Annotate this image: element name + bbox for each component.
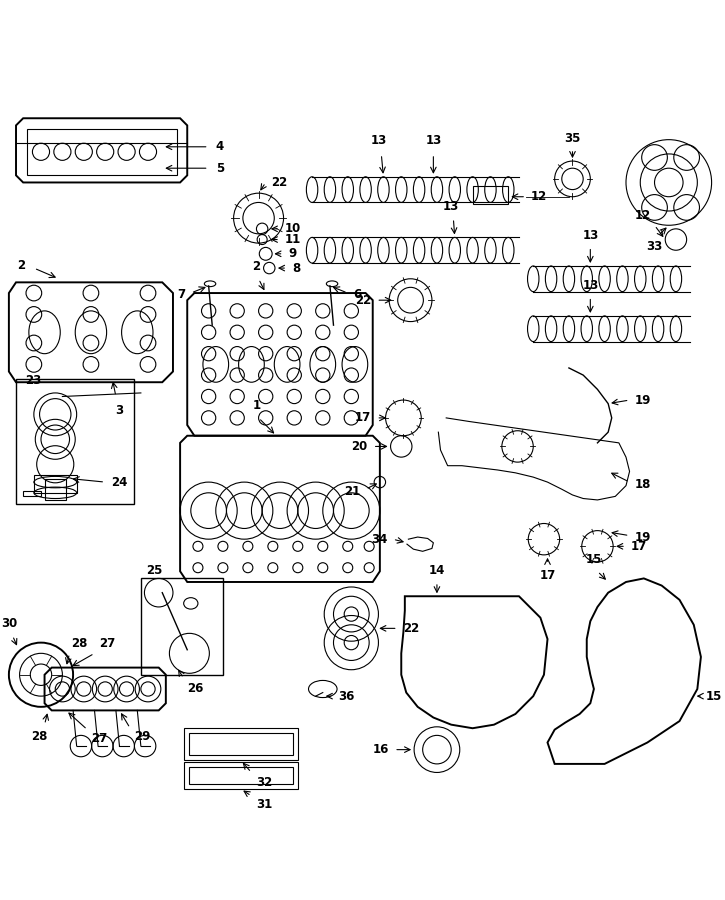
Bar — [189, 733, 293, 755]
Text: 13: 13 — [582, 229, 598, 242]
Bar — [183, 761, 298, 789]
Text: 15: 15 — [706, 689, 722, 703]
Text: 11: 11 — [285, 233, 301, 246]
Bar — [141, 579, 223, 675]
Bar — [34, 475, 77, 493]
Text: 33: 33 — [647, 239, 663, 253]
Text: 17: 17 — [539, 569, 555, 582]
Text: 17: 17 — [355, 411, 371, 425]
Text: 2: 2 — [252, 260, 260, 273]
Text: 16: 16 — [373, 743, 389, 756]
Text: 9: 9 — [289, 248, 297, 260]
Text: 23: 23 — [25, 374, 41, 387]
Text: 27: 27 — [91, 732, 107, 745]
Text: 24: 24 — [111, 475, 128, 489]
Text: 13: 13 — [426, 134, 442, 147]
Text: 7: 7 — [178, 288, 186, 301]
Text: 18: 18 — [634, 478, 651, 491]
Text: 6: 6 — [353, 288, 361, 301]
Bar — [189, 767, 293, 784]
Bar — [44, 479, 66, 500]
Text: 32: 32 — [257, 776, 273, 789]
Text: 4: 4 — [216, 140, 224, 153]
Text: 36: 36 — [339, 689, 355, 703]
Text: 21: 21 — [344, 485, 360, 498]
Text: 28: 28 — [31, 730, 48, 742]
Text: 19: 19 — [634, 530, 651, 544]
Text: 5: 5 — [216, 162, 224, 175]
Text: 29: 29 — [133, 731, 150, 743]
Text: 2: 2 — [17, 259, 25, 273]
Text: 19: 19 — [634, 393, 651, 407]
Text: 26: 26 — [187, 682, 204, 695]
Bar — [27, 129, 176, 176]
Text: 28: 28 — [71, 637, 87, 650]
Text: 3: 3 — [115, 403, 123, 417]
Text: 22: 22 — [270, 176, 287, 189]
Text: 14: 14 — [428, 564, 445, 577]
Bar — [473, 186, 508, 204]
Text: 13: 13 — [371, 134, 387, 147]
Text: 31: 31 — [257, 798, 273, 811]
Bar — [183, 728, 298, 760]
Bar — [16, 379, 133, 503]
Text: 1: 1 — [252, 400, 260, 412]
Bar — [23, 491, 41, 497]
Text: 35: 35 — [564, 131, 581, 145]
Text: 27: 27 — [99, 637, 116, 650]
Text: 25: 25 — [146, 564, 163, 577]
Text: 12: 12 — [531, 190, 547, 203]
Text: 8: 8 — [292, 262, 300, 274]
Text: 22: 22 — [403, 622, 420, 634]
Text: 34: 34 — [371, 533, 388, 545]
Text: 15: 15 — [586, 553, 602, 565]
Text: 10: 10 — [285, 222, 301, 235]
Text: 17: 17 — [631, 540, 647, 553]
Text: 20: 20 — [352, 440, 368, 453]
Text: 22: 22 — [355, 293, 371, 307]
Text: 30: 30 — [1, 616, 17, 630]
Text: 12: 12 — [634, 209, 651, 221]
Text: 13: 13 — [443, 200, 460, 213]
Text: 13: 13 — [582, 279, 598, 292]
